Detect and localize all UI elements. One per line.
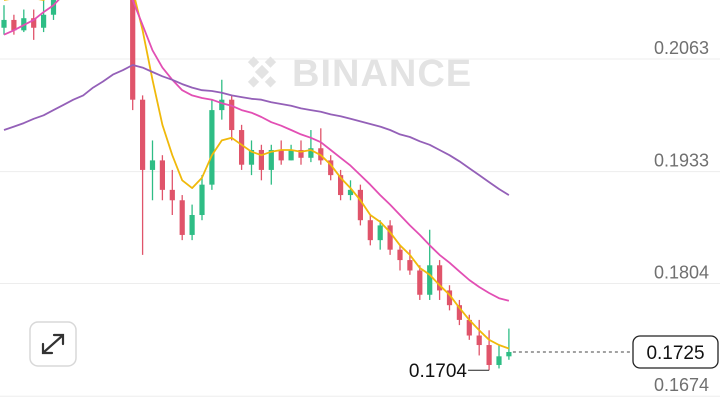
candle-body	[268, 149, 274, 170]
low-price-label: 0.1704	[409, 361, 468, 382]
candle-body	[149, 160, 156, 170]
watermark-text: BINANCE	[292, 53, 472, 95]
candle-body	[486, 345, 492, 365]
candle-body	[239, 130, 245, 165]
candle-body	[338, 175, 344, 196]
last-price-tag	[632, 335, 719, 369]
candle-body	[258, 149, 264, 170]
candle-body	[31, 18, 37, 28]
candle-body	[219, 99, 225, 111]
candle-body	[456, 305, 462, 320]
candle-body	[397, 249, 403, 261]
y-tick-label: 0.1674	[654, 375, 709, 395]
candle-body	[427, 265, 433, 295]
candle-body	[496, 356, 502, 365]
watermark: BINANCE	[247, 53, 472, 95]
candle-body	[387, 225, 393, 250]
candle-body	[189, 215, 195, 235]
plot-area	[1, 0, 512, 371]
candle-body	[298, 149, 304, 158]
candle-body	[446, 290, 453, 306]
candle-body	[50, 0, 57, 15]
expand-button[interactable]	[29, 321, 77, 367]
y-tick-label: 0.1933	[654, 151, 709, 171]
candle-body	[248, 149, 255, 165]
candle-body	[407, 260, 413, 271]
candle-body	[130, 0, 136, 100]
candle-body	[159, 160, 165, 190]
y-tick-label: 0.2063	[654, 38, 709, 58]
candle-body	[476, 335, 482, 346]
candle-body	[1, 19, 7, 28]
candle-body	[328, 160, 334, 176]
candle-body	[229, 99, 235, 131]
candle-body	[308, 148, 314, 158]
last-price-label: 0.1725	[646, 343, 704, 364]
watermark-logo	[247, 56, 277, 88]
candle-body	[357, 189, 363, 221]
grid	[0, 58, 720, 397]
y-tick-label: 0.1804	[654, 262, 709, 282]
candle-body	[466, 319, 472, 336]
expand-icon[interactable]	[41, 333, 65, 355]
candle-body	[377, 225, 383, 241]
candle-body	[288, 149, 294, 161]
moving-average-line	[3, 64, 510, 196]
candle-body	[437, 265, 443, 291]
candle-body	[11, 19, 17, 31]
candle-body	[278, 149, 284, 161]
candle-body	[347, 189, 354, 196]
candle-body	[199, 184, 205, 216]
candle-body	[41, 14, 47, 28]
candle-body	[209, 110, 215, 185]
overlay: 0.2063 0.1933 0.1804 0.1674 0.1725 0.1704	[409, 38, 719, 395]
candle-body	[140, 99, 146, 170]
candle-body	[367, 220, 373, 241]
candle-body	[169, 189, 175, 201]
moving-average-line	[4, 0, 510, 350]
candle-body	[179, 200, 185, 235]
candle-body	[506, 351, 512, 357]
moving-average-line	[3, 0, 510, 302]
candle-body	[417, 270, 423, 295]
